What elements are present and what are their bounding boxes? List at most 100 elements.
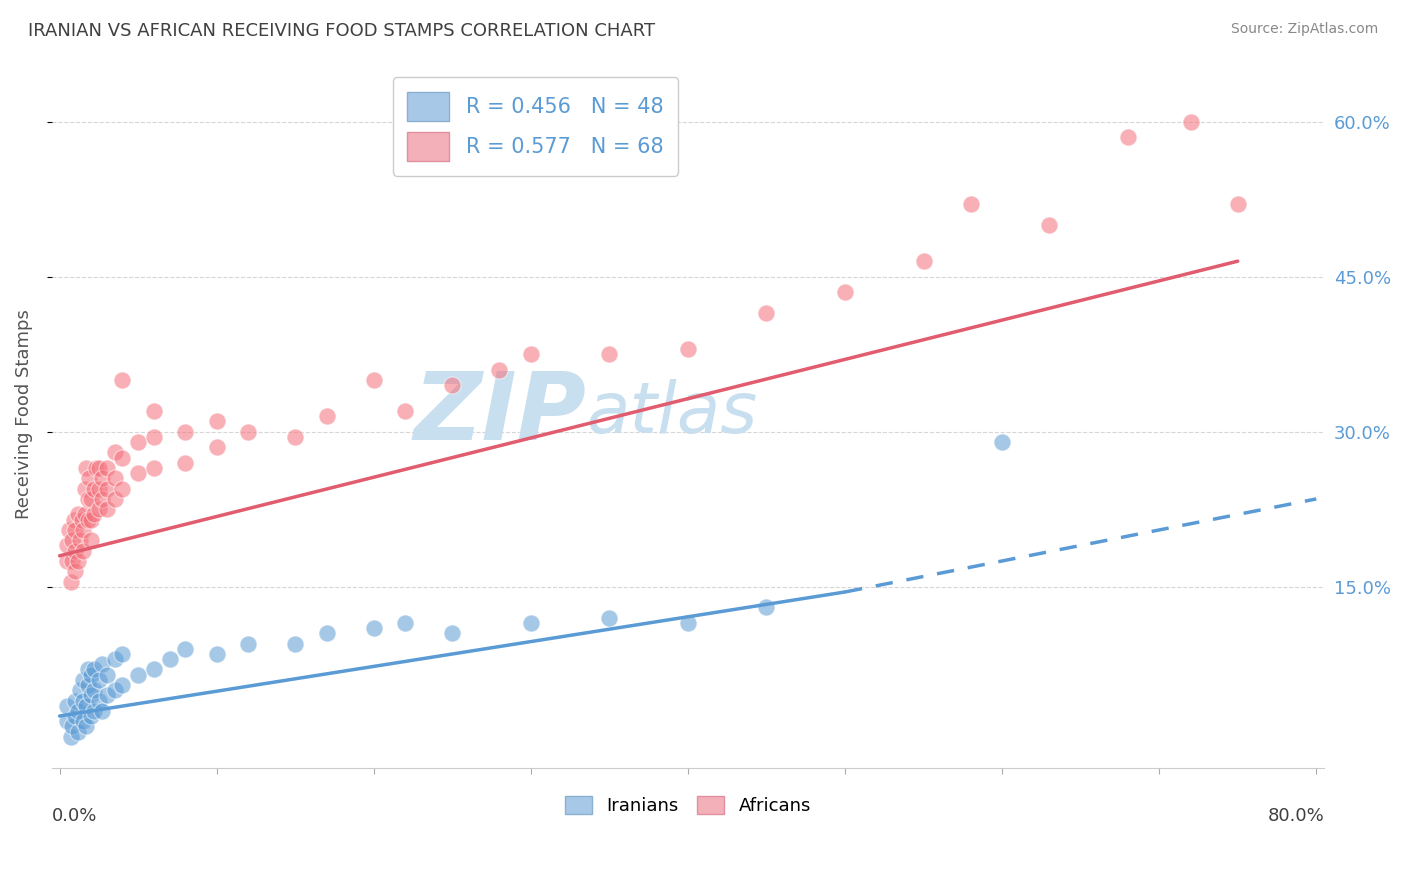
Point (65, 543, 87, 558)
Point (56, 698, 79, 713)
Point (488, 362, 510, 376)
Point (394, 615, 416, 630)
Point (84, 461, 107, 475)
Point (58, 523, 80, 537)
Point (103, 491, 125, 506)
Point (127, 435, 149, 450)
Point (60, 533, 83, 548)
Point (91, 491, 114, 506)
Point (67, 508, 90, 522)
Point (91, 704, 114, 718)
Point (77, 491, 100, 506)
Point (520, 347, 543, 361)
Point (62, 513, 84, 527)
Point (65, 564, 87, 578)
Point (394, 404, 416, 418)
Point (87, 693, 110, 707)
Text: 0.0%: 0.0% (52, 806, 97, 824)
Point (96, 689, 118, 703)
Point (73, 508, 96, 522)
Point (72, 523, 94, 537)
Text: ZIP: ZIP (413, 368, 586, 459)
Point (70, 513, 93, 527)
Point (205, 414, 228, 428)
Point (69, 533, 91, 548)
Text: atlas: atlas (586, 379, 758, 448)
Point (56, 714, 79, 729)
Point (755, 306, 778, 320)
Point (111, 647, 134, 661)
Point (72, 673, 94, 687)
Point (103, 652, 125, 666)
Point (205, 647, 228, 661)
Point (111, 373, 134, 387)
Point (205, 440, 228, 454)
Point (56, 538, 79, 552)
Point (441, 378, 464, 392)
Point (87, 502, 110, 516)
Point (598, 611, 620, 625)
Point (87, 482, 110, 496)
Point (912, 254, 935, 268)
Point (111, 678, 134, 692)
Point (96, 482, 118, 496)
Point (142, 430, 165, 444)
Point (75, 698, 97, 713)
Point (91, 471, 114, 485)
Point (72, 693, 94, 707)
Point (834, 285, 856, 300)
Point (991, 435, 1014, 450)
Point (67, 554, 90, 568)
Point (60, 719, 83, 733)
Point (67, 704, 90, 718)
Point (1226, 197, 1249, 211)
Point (284, 430, 307, 444)
Point (67, 724, 90, 739)
Point (77, 513, 100, 527)
Text: 80.0%: 80.0% (1267, 806, 1324, 824)
Text: IRANIAN VS AFRICAN RECEIVING FOOD STAMPS CORRELATION CHART: IRANIAN VS AFRICAN RECEIVING FOOD STAMPS… (28, 22, 655, 40)
Point (284, 637, 307, 651)
Point (111, 482, 134, 496)
Point (96, 461, 118, 475)
Point (80, 491, 103, 506)
Point (72, 543, 94, 558)
Point (127, 667, 149, 681)
Point (79, 471, 101, 485)
Point (676, 615, 699, 630)
Point (127, 466, 149, 480)
Point (65, 709, 87, 723)
Point (111, 450, 134, 465)
Point (59, 574, 82, 589)
Point (236, 637, 259, 651)
Point (75, 719, 97, 733)
Point (72, 714, 94, 729)
Point (77, 663, 100, 677)
Point (80, 513, 103, 527)
Point (142, 461, 165, 475)
Point (80, 533, 103, 548)
Point (87, 461, 110, 475)
Point (73, 482, 96, 496)
Point (83, 683, 105, 698)
Point (1180, 114, 1202, 128)
Point (1116, 130, 1139, 145)
Point (65, 693, 87, 707)
Point (755, 600, 778, 615)
Point (80, 689, 103, 703)
Point (83, 482, 105, 496)
Point (65, 523, 87, 537)
Point (69, 683, 91, 698)
Point (598, 347, 620, 361)
Point (83, 663, 105, 677)
Point (520, 615, 543, 630)
Point (441, 626, 464, 640)
Point (1038, 218, 1060, 232)
Point (363, 373, 385, 387)
Point (676, 342, 699, 356)
Point (75, 461, 97, 475)
Point (142, 404, 165, 418)
Point (77, 678, 100, 692)
Point (315, 626, 337, 640)
Point (142, 663, 165, 677)
